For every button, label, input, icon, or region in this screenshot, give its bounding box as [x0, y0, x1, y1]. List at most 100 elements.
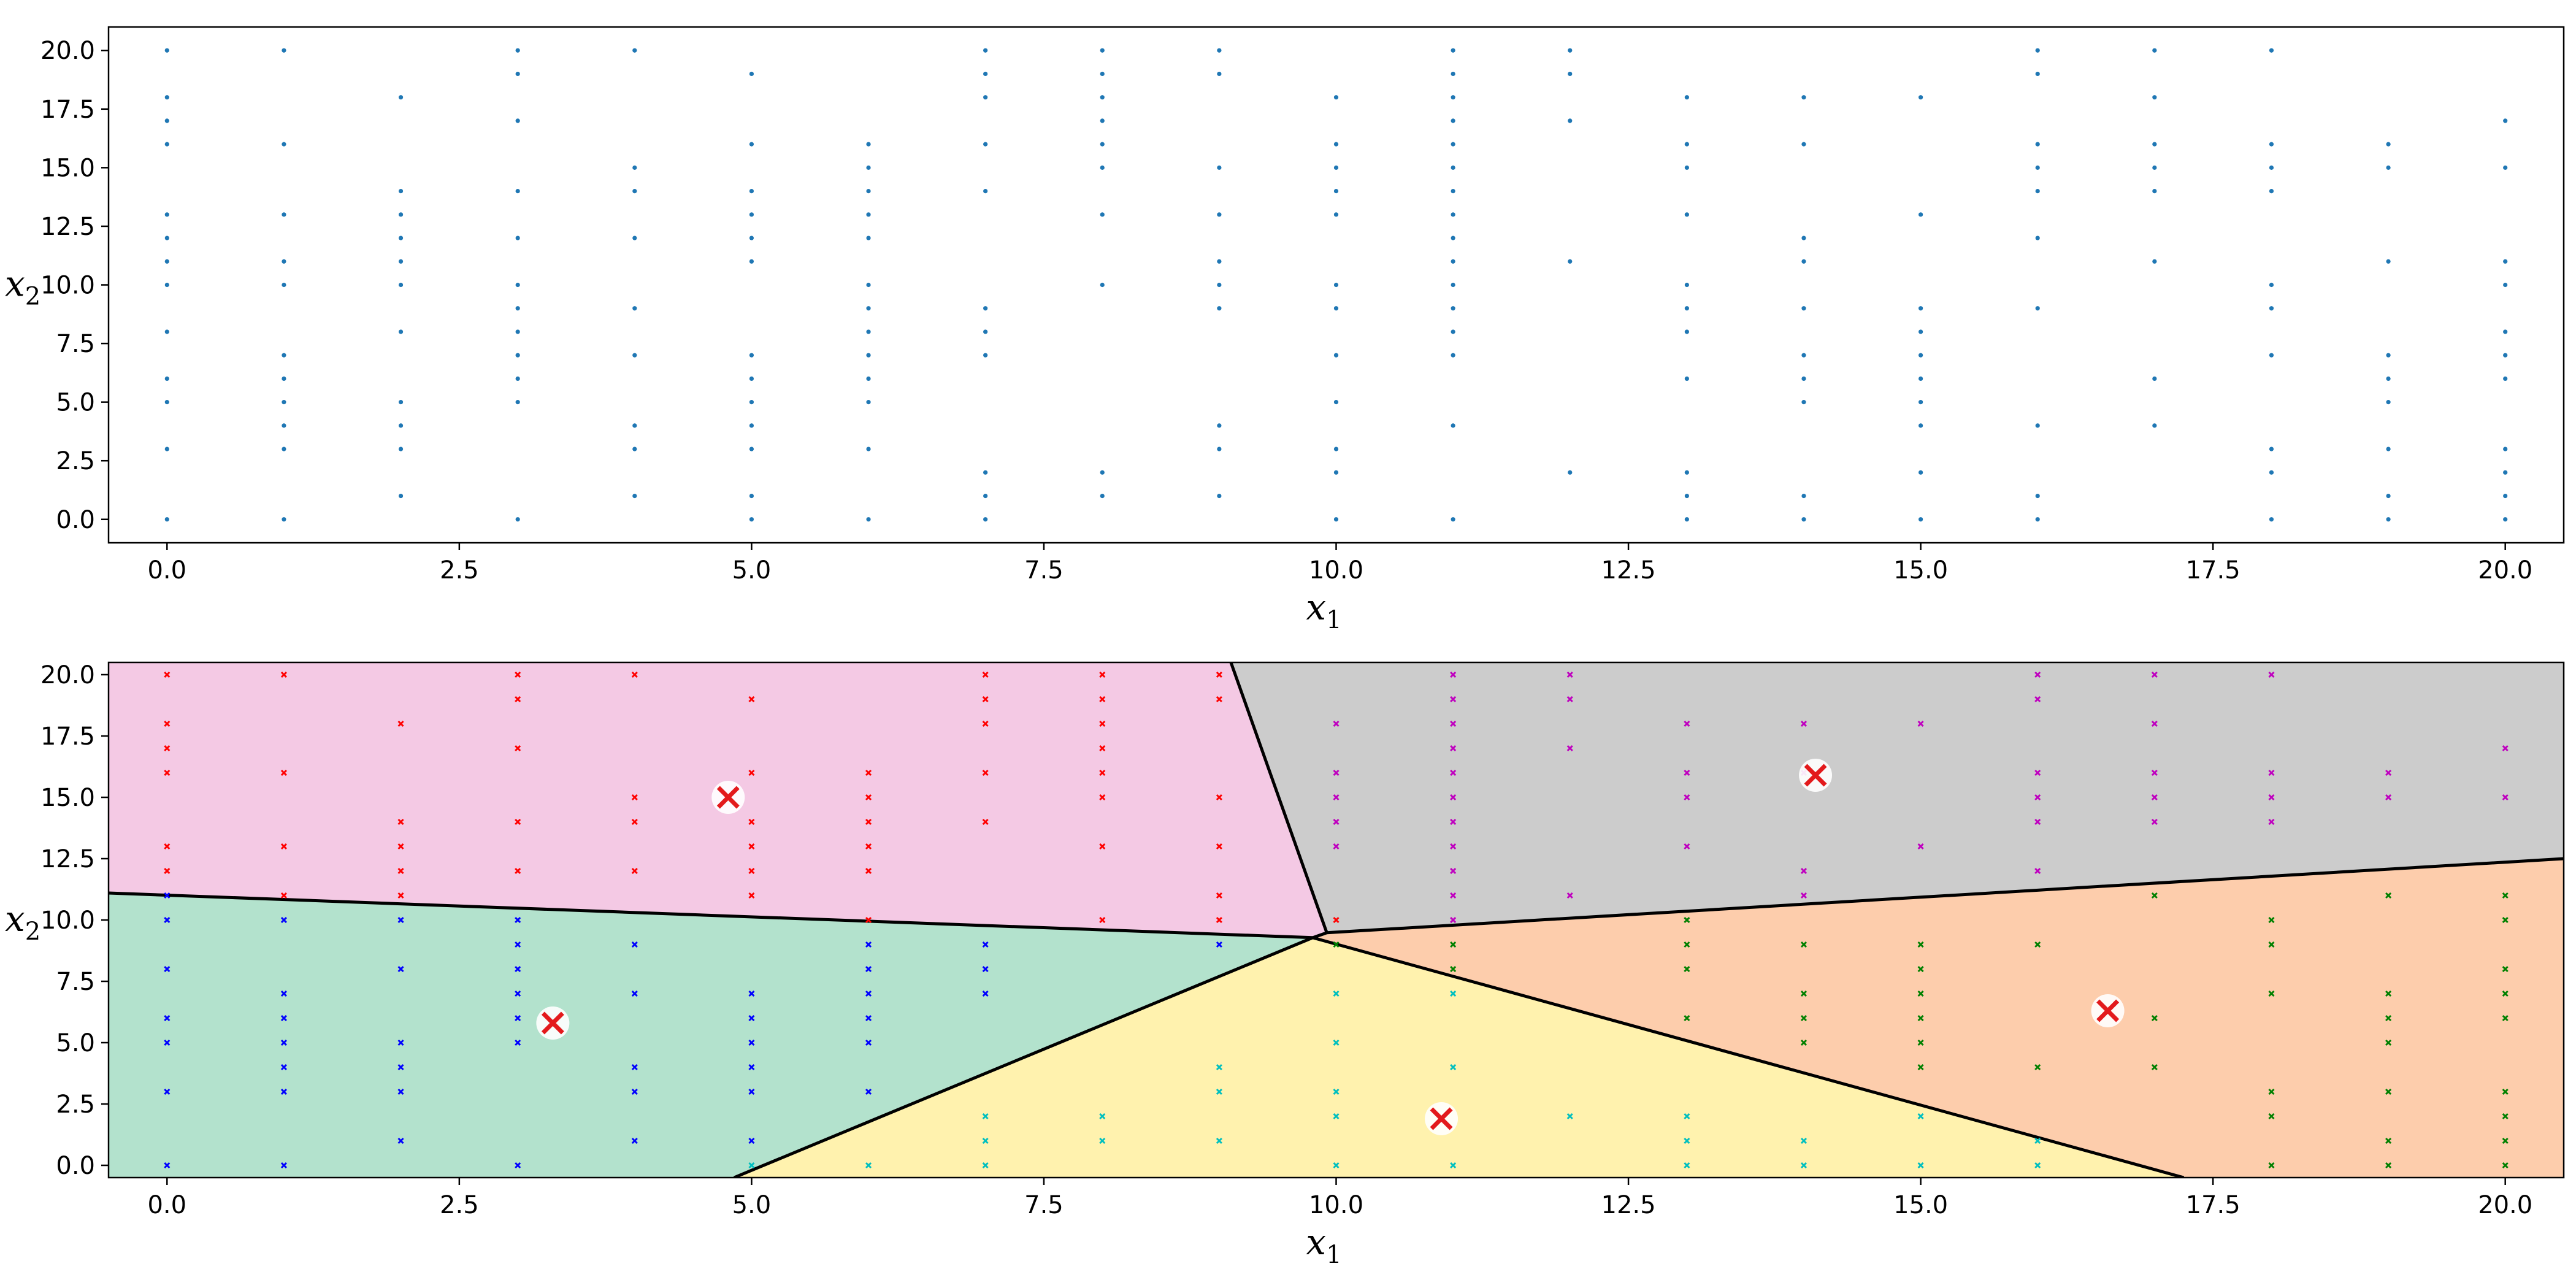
data-point — [2034, 696, 2041, 703]
data-point — [748, 1064, 755, 1071]
data-point — [1333, 794, 1340, 801]
y-axis-label: x2 — [5, 898, 40, 946]
data-point — [865, 1088, 872, 1095]
axis-label-letter: x — [1306, 586, 1326, 628]
data-point — [164, 745, 171, 752]
data-point — [1333, 142, 1339, 147]
data-point — [748, 769, 755, 776]
data-point — [1566, 671, 1573, 678]
data-point — [1100, 95, 1105, 100]
data-point — [2386, 493, 2391, 499]
data-point — [398, 212, 404, 217]
data-point — [1684, 720, 1690, 727]
data-point — [1451, 95, 1455, 100]
data-point — [397, 916, 404, 924]
data-point — [2034, 941, 2041, 948]
data-point — [1451, 165, 1455, 170]
x-tick-label: 17.5 — [2186, 556, 2241, 585]
data-point — [1099, 745, 1106, 752]
data-point — [2503, 329, 2508, 334]
data-point — [1918, 517, 1923, 522]
data-point — [982, 1113, 989, 1120]
data-point — [2268, 769, 2275, 776]
data-point — [282, 400, 286, 405]
data-point — [632, 353, 637, 358]
data-point — [164, 376, 169, 381]
data-point — [1099, 794, 1106, 801]
data-point — [282, 282, 286, 288]
y-tick-label: 17.5 — [40, 723, 95, 751]
centroids — [536, 759, 2125, 1135]
data-point — [2503, 470, 2508, 475]
data-point — [164, 916, 171, 924]
data-point — [398, 236, 404, 240]
data-point — [1333, 306, 1339, 311]
data-point — [2034, 794, 2041, 801]
data-point — [398, 400, 404, 405]
x-tick-label: 10.0 — [1309, 556, 1363, 585]
data-point — [1801, 400, 1806, 405]
data-point — [1800, 990, 1807, 997]
data-point — [398, 259, 404, 264]
data-point — [631, 990, 638, 997]
data-point — [748, 1137, 755, 1144]
data-point — [865, 965, 872, 973]
data-point — [282, 212, 286, 217]
y-tick-label: 2.5 — [56, 1091, 95, 1119]
data-point — [2151, 818, 2158, 826]
data-point — [1800, 941, 1807, 948]
data-point — [1333, 720, 1340, 727]
y-tick-label: 15.0 — [40, 154, 95, 182]
data-point — [1450, 818, 1457, 826]
data-point — [1450, 843, 1457, 850]
data-point — [2502, 1162, 2509, 1169]
data-point — [1217, 306, 1222, 311]
data-point — [1217, 423, 1222, 428]
data-point — [2385, 990, 2392, 997]
data-point — [1099, 720, 1106, 727]
data-point — [1918, 329, 1923, 334]
data-point — [164, 1088, 171, 1095]
data-point — [280, 769, 287, 776]
data-point — [1451, 212, 1455, 217]
data-point — [1800, 1039, 1807, 1046]
data-point — [2385, 769, 2392, 776]
x-tick-label: 2.5 — [440, 556, 479, 585]
data-point — [1450, 720, 1457, 727]
data-point — [1333, 517, 1339, 522]
data-point — [282, 48, 286, 53]
data-point — [1216, 843, 1222, 850]
decision-boundary-2 — [1229, 662, 1328, 933]
data-point — [1216, 671, 1222, 678]
data-point — [282, 423, 286, 428]
data-point — [1450, 769, 1457, 776]
data-point — [282, 447, 286, 451]
data-point — [2385, 1039, 2392, 1046]
data-point — [164, 720, 171, 727]
centroid-marker — [2096, 999, 2120, 1022]
data-point — [280, 1064, 287, 1071]
chart-panel-2: 0.0 2.5 5.0 7.5 10.0 12.5 15.0 17.5 20.00.02.55.… — [5, 661, 2565, 1269]
data-point — [2152, 423, 2157, 428]
data-point — [164, 1162, 171, 1169]
y-tick-label: 20.0 — [40, 661, 95, 689]
data-point — [865, 990, 872, 997]
data-point — [1917, 720, 1924, 727]
data-point — [1568, 118, 1573, 123]
data-point — [1918, 470, 1923, 475]
data-point — [2034, 1064, 2041, 1071]
data-point — [1450, 696, 1457, 703]
data-point — [1684, 376, 1689, 381]
data-point — [515, 376, 520, 381]
data-point — [866, 400, 871, 405]
data-point — [1801, 306, 1806, 311]
data-point — [2269, 142, 2274, 147]
data-point — [2269, 306, 2274, 311]
data-point — [1100, 142, 1105, 147]
data-point — [2502, 794, 2509, 801]
data-point — [983, 470, 988, 475]
x-tick-label: 17.5 — [2186, 1191, 2241, 1219]
data-point — [748, 696, 755, 703]
data-point — [866, 188, 871, 194]
data-point — [2151, 794, 2158, 801]
